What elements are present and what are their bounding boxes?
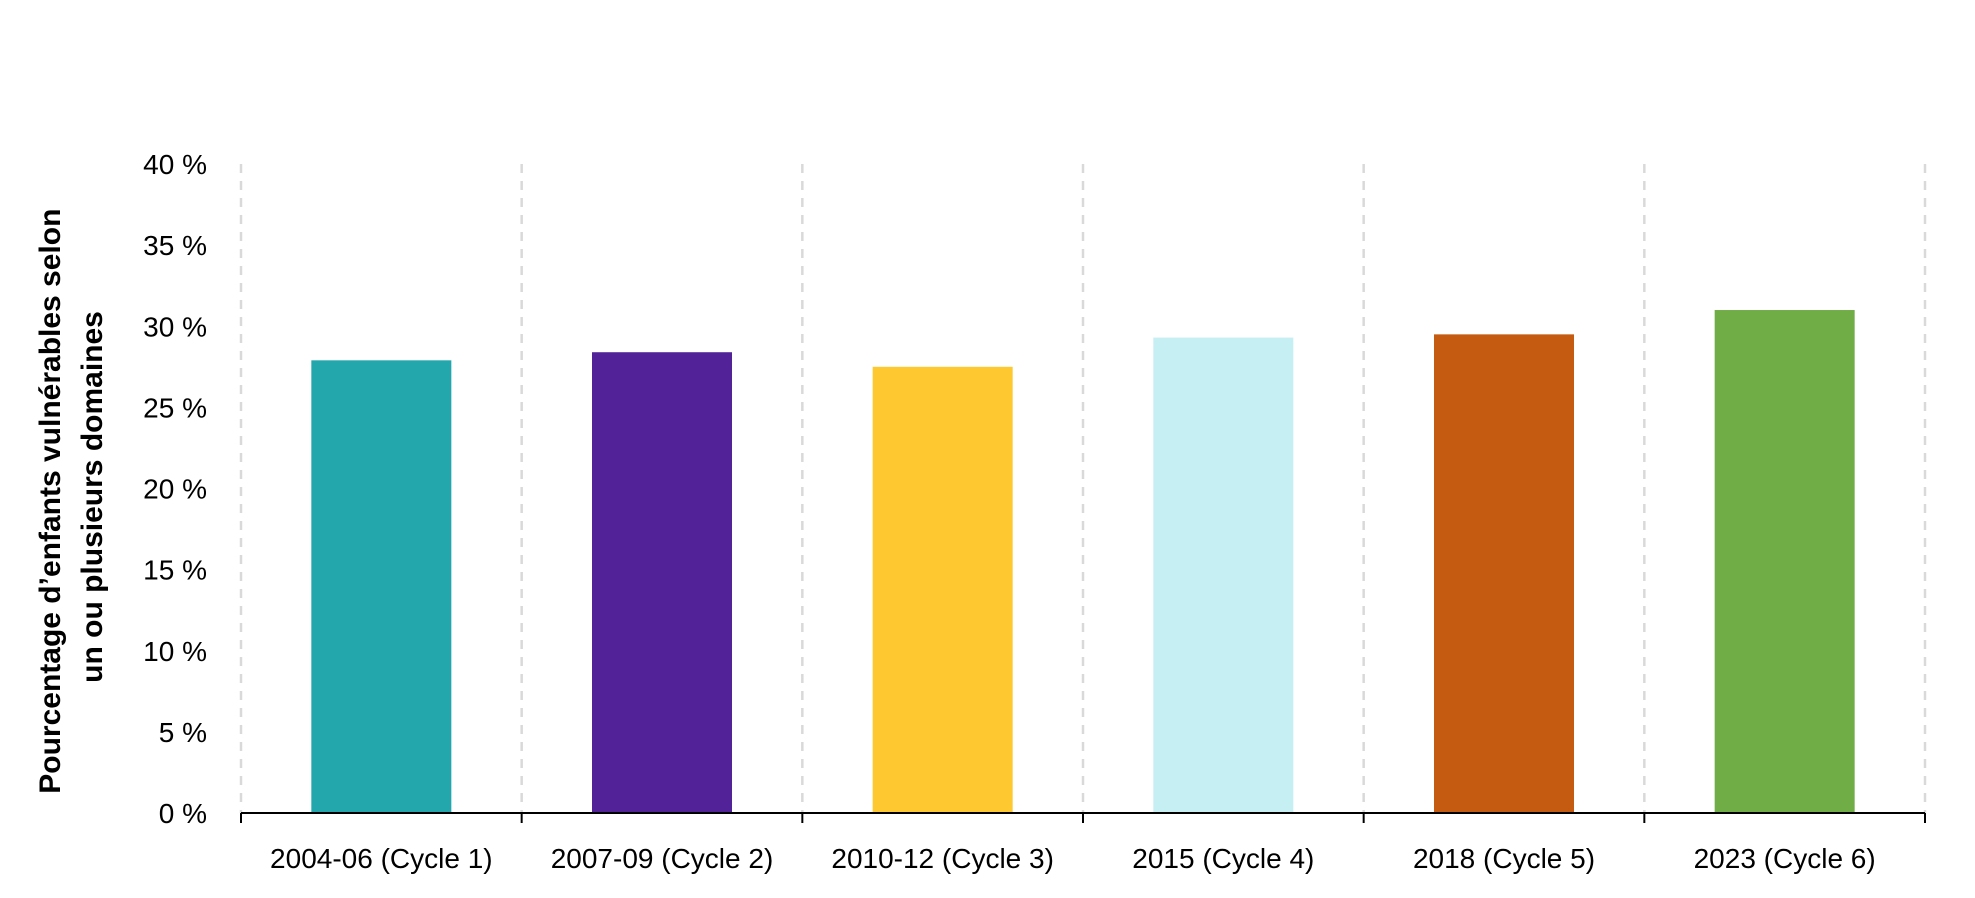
y-axis-title: Pourcentage d’enfants vulnérables selon … [34, 200, 109, 794]
y-tick-label: 20 % [143, 474, 207, 505]
y-tick-label: 30 % [143, 311, 207, 342]
y-tick-labels: 0 % 5 % 10 % 15 % 20 % 25 % 30 % 35 % 40 % [143, 149, 207, 829]
bar [1434, 334, 1574, 813]
bar [1714, 310, 1855, 813]
x-tick-label: 2023 (Cycle 6) [1694, 843, 1876, 874]
bar [311, 360, 452, 813]
y-tick-label: 10 % [143, 636, 207, 667]
y-axis-title-line-1: Pourcentage d’enfants vulnérables selon [34, 209, 67, 794]
x-tick-label: 2007-09 (Cycle 2) [551, 843, 774, 874]
y-tick-label: 35 % [143, 230, 207, 261]
x-tick-label: 2018 (Cycle 5) [1413, 843, 1595, 874]
y-tick-label: 15 % [143, 555, 207, 586]
axes [240, 812, 1926, 823]
y-tick-label: 25 % [143, 392, 207, 423]
x-tick-label: 2004-06 (Cycle 1) [270, 843, 493, 874]
x-tick-label: 2010-12 (Cycle 3) [831, 843, 1054, 874]
bar [872, 366, 1013, 813]
bars [311, 310, 1855, 813]
x-tick-labels: 2004-06 (Cycle 1) 2007-09 (Cycle 2) 2010-1… [270, 843, 1876, 874]
x-tick-label: 2015 (Cycle 4) [1132, 843, 1314, 874]
y-tick-label: 0 % [159, 798, 207, 829]
bar [592, 352, 732, 813]
y-tick-label: 5 % [159, 717, 207, 748]
y-tick-label: 40 % [143, 149, 207, 180]
grid-lines [239, 164, 1927, 813]
y-axis-title-line-2: un ou plusieurs domaines [76, 311, 109, 683]
bar [1153, 337, 1294, 813]
